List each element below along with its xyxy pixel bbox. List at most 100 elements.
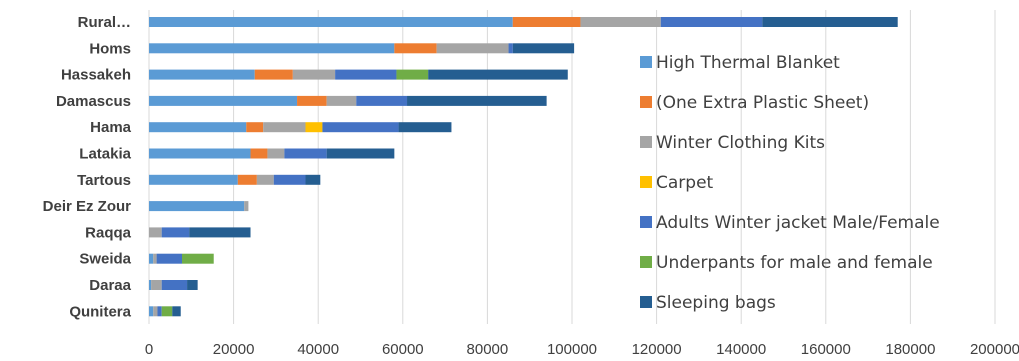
bar-segment bbox=[305, 122, 323, 133]
bar-segment bbox=[297, 95, 327, 106]
x-tick-label: 120000 bbox=[632, 341, 682, 358]
bar-segment bbox=[512, 17, 581, 27]
bar-segment bbox=[428, 69, 568, 80]
legend-item: High Thermal Blanket bbox=[640, 53, 840, 73]
legend-item: Adults Winter jacket Male/Female bbox=[640, 213, 940, 233]
bar-segment bbox=[508, 43, 513, 54]
bar-segment bbox=[267, 148, 285, 159]
bar-segment bbox=[305, 174, 321, 185]
bar-segment bbox=[512, 43, 575, 54]
bar-segment bbox=[356, 95, 408, 106]
bar-segment bbox=[157, 306, 162, 317]
bar-segment bbox=[149, 201, 245, 212]
x-tick-label: 140000 bbox=[716, 341, 766, 358]
bar-segment bbox=[149, 43, 395, 54]
category-label: Hama bbox=[90, 119, 132, 136]
bar-segment bbox=[394, 43, 437, 54]
bar-segment bbox=[149, 280, 152, 290]
x-tick-label: 200000 bbox=[970, 341, 1019, 358]
legend-swatch bbox=[640, 216, 652, 228]
bar-segment bbox=[263, 122, 306, 133]
bar-segment bbox=[172, 306, 181, 317]
x-axis-ticks: 0 20000 40000 60000 80000 100000 120000 140000 1… bbox=[145, 341, 1019, 358]
x-tick-label: 100000 bbox=[547, 341, 597, 358]
x-tick-label: 40000 bbox=[297, 341, 339, 358]
legend-item: (One Extra Plastic Sheet) bbox=[640, 93, 869, 113]
bars bbox=[149, 17, 898, 317]
bar-segment bbox=[153, 253, 157, 264]
category-label: Homs bbox=[89, 40, 131, 57]
bar-segment bbox=[250, 148, 268, 159]
bar-segment bbox=[335, 69, 397, 80]
legend-swatch bbox=[640, 256, 652, 268]
category-label: Hassakeh bbox=[61, 67, 131, 84]
bar-segment bbox=[244, 201, 249, 212]
bar-segment bbox=[762, 17, 898, 27]
bar-segment bbox=[284, 148, 327, 159]
bar-segment bbox=[580, 17, 661, 27]
category-label: Latakia bbox=[79, 146, 131, 163]
bar-segment bbox=[396, 69, 429, 80]
category-labels: Rural… Homs Hassakeh Damascus Hama Latakia Tar… bbox=[43, 14, 132, 320]
x-tick-label: 80000 bbox=[467, 341, 509, 358]
bar-segment bbox=[292, 69, 336, 80]
bar-segment bbox=[246, 122, 264, 133]
bar-segment bbox=[660, 17, 763, 27]
category-label: Sweida bbox=[79, 251, 131, 268]
legend-swatch bbox=[640, 136, 652, 148]
gridlines bbox=[148, 10, 996, 324]
bar-segment bbox=[149, 17, 513, 27]
category-label: Tartous bbox=[77, 172, 131, 189]
x-tick-label: 160000 bbox=[801, 341, 851, 358]
legend-label: Adults Winter jacket Male/Female bbox=[656, 213, 940, 233]
legend-swatch bbox=[640, 96, 652, 108]
category-label: Rural… bbox=[78, 14, 131, 31]
bar-segment bbox=[149, 306, 154, 317]
bar-segment bbox=[153, 306, 158, 317]
category-label: Daraa bbox=[89, 277, 131, 294]
bar-segment bbox=[326, 148, 395, 159]
legend: High Thermal Blanket (One Extra Plastic S… bbox=[640, 53, 940, 313]
bar-segment bbox=[273, 174, 306, 185]
bar-segment bbox=[237, 174, 257, 185]
legend-swatch bbox=[640, 56, 652, 68]
legend-item: Winter Clothing Kits bbox=[640, 133, 825, 153]
bar-segment bbox=[149, 122, 247, 133]
bar-segment bbox=[187, 280, 198, 290]
bar-segment bbox=[149, 148, 251, 159]
legend-item: Carpet bbox=[640, 173, 714, 193]
bar-segment bbox=[149, 95, 298, 106]
bar-segment bbox=[181, 253, 214, 264]
legend-label: (One Extra Plastic Sheet) bbox=[656, 93, 869, 113]
x-tick-label: 20000 bbox=[213, 341, 255, 358]
bar-segment bbox=[161, 227, 190, 238]
legend-label: Winter Clothing Kits bbox=[656, 133, 825, 153]
bar-segment bbox=[156, 253, 182, 264]
legend-swatch bbox=[640, 296, 652, 308]
bar-segment bbox=[149, 227, 162, 238]
bar-segment bbox=[149, 69, 255, 80]
bar-segment bbox=[398, 122, 452, 133]
legend-item: Sleeping bags bbox=[640, 293, 776, 313]
bar-segment bbox=[254, 69, 293, 80]
bar-segment bbox=[256, 174, 274, 185]
category-label: Qunitera bbox=[69, 303, 131, 320]
bar-segment bbox=[161, 306, 173, 317]
bar-segment bbox=[326, 95, 357, 106]
x-tick-label: 60000 bbox=[382, 341, 424, 358]
legend-label: Sleeping bags bbox=[656, 293, 776, 313]
bar-segment bbox=[161, 280, 188, 290]
bar-segment bbox=[407, 95, 547, 106]
legend-item: Underpants for male and female bbox=[640, 253, 933, 273]
x-tick-label: 180000 bbox=[885, 341, 935, 358]
bar-segment bbox=[149, 253, 154, 264]
bar-segment bbox=[149, 174, 238, 185]
category-label: Damascus bbox=[56, 93, 131, 110]
legend-label: Carpet bbox=[656, 173, 714, 193]
legend-label: High Thermal Blanket bbox=[656, 53, 840, 73]
bar-segment bbox=[151, 280, 162, 290]
legend-swatch bbox=[640, 176, 652, 188]
bar-segment bbox=[189, 227, 251, 238]
